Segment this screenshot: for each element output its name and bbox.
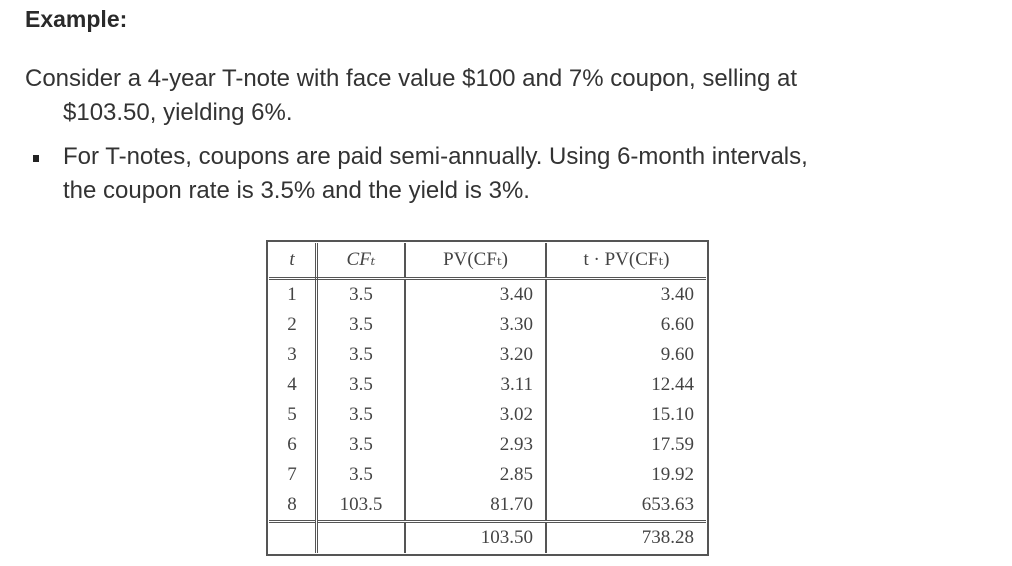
cell-t: 5 [269,400,318,430]
table-total-row: 103.50 738.28 [269,520,706,553]
table-row: 1 3.5 3.40 3.40 [269,278,706,310]
cell-pv: 3.20 [405,340,547,370]
header-pv: PV(CFₜ) [405,243,547,280]
cell-cf: 3.5 [316,340,406,370]
cell-t-pv: 12.44 [651,374,694,395]
intro-line-2: $103.50, yielding 6%. [63,99,293,126]
bullet-line-2: the coupon rate is 3.5% and the yield is… [63,177,530,204]
cell-cf: 103.5 [316,490,406,522]
cell-t: 6 [269,430,318,460]
example-heading: Example: [25,6,128,32]
cell-t-pv: 6.60 [660,314,694,335]
cashflow-table-frame: t CFₜ PV(CFₜ) t · PV(CFₜ) 1 3.5 3.40 3.40 2 3… [266,240,709,556]
bullet-marker-icon [33,155,39,162]
table-row: 4 3.5 3.11 12.44 [269,370,706,400]
table-row: 7 3.5 2.85 19.92 [269,460,706,490]
cell-cf: 3.5 [316,400,406,430]
cell-cf: 3.5 [316,278,406,310]
bullet-line-1: For T-notes, coupons are paid semi-annua… [63,143,808,170]
cashflow-table: t CFₜ PV(CFₜ) t · PV(CFₜ) 1 3.5 3.40 3.40 2 3… [269,243,706,553]
table-header-row: t CFₜ PV(CFₜ) t · PV(CFₜ) [269,243,706,280]
total-cell-cf [316,520,406,553]
table-row: 2 3.5 3.30 6.60 [269,310,706,340]
cell-pv: 81.70 [405,490,547,522]
cell-t: 8 [269,490,318,522]
cell-t: 3 [269,340,318,370]
header-cf: CFₜ [316,243,406,280]
total-cell-t [269,520,318,553]
cell-t: 2 [269,310,318,340]
cell-t-pv: 9.60 [660,344,694,365]
cell-pv: 3.30 [405,310,547,340]
table-row: 6 3.5 2.93 17.59 [269,430,706,460]
bullet-item: For T-notes, coupons are paid semi-annua… [25,140,995,208]
cell-pv: 2.85 [405,460,547,490]
cell-cf: 3.5 [316,460,406,490]
total-cell-t-pv: 738.28 [546,520,706,553]
cell-t: 1 [269,278,318,310]
cell-t-pv: 653.63 [641,494,694,515]
cell-cf: 3.5 [316,430,406,460]
intro-paragraph: Consider a 4-year T-note with face value… [25,62,995,130]
cell-t-pv: 17.59 [651,434,694,455]
cell-pv: 3.11 [405,370,547,400]
cell-t: 4 [269,370,318,400]
cell-t-pv: 3.40 [660,284,694,305]
cell-t: 7 [269,460,318,490]
cell-cf: 3.5 [316,370,406,400]
total-cell-pv: 103.50 [405,520,547,553]
header-t: t [269,243,318,280]
cell-cf: 3.5 [316,310,406,340]
cell-t-pv: 15.10 [651,404,694,425]
table-row: 3 3.5 3.20 9.60 [269,340,706,370]
table-row: 8 103.5 81.70 653.63 [269,490,706,522]
cell-pv: 3.02 [405,400,547,430]
cell-pv: 2.93 [405,430,547,460]
cell-pv: 3.40 [405,278,547,310]
table-row: 5 3.5 3.02 15.10 [269,400,706,430]
header-t-pv: t · PV(CFₜ) [546,243,706,280]
intro-line-1: Consider a 4-year T-note with face value… [25,65,798,92]
cell-t-pv: 19.92 [651,464,694,485]
